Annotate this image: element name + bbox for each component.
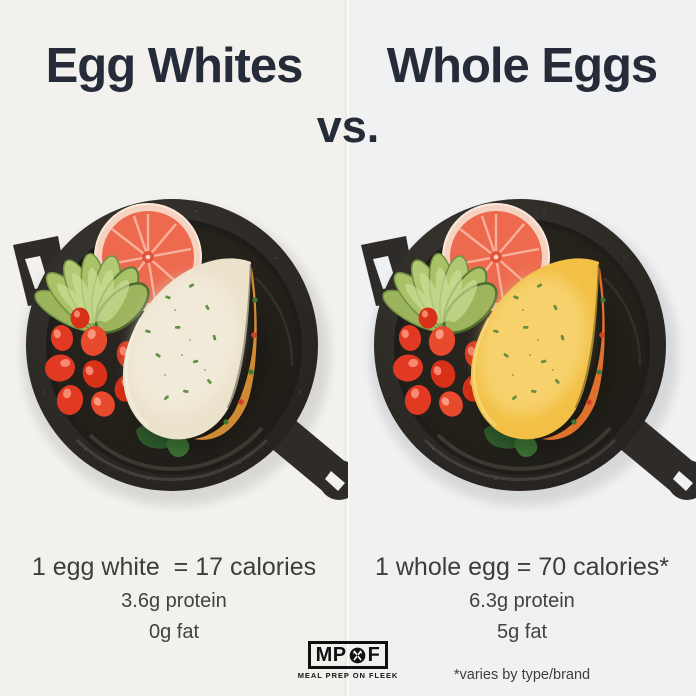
photo-left xyxy=(0,150,348,540)
right-title: Whole Eggs xyxy=(386,39,658,93)
right-calories-line: 1 whole egg = 70 calories* xyxy=(375,553,669,581)
left-fat-line: 0g fat xyxy=(148,621,200,643)
vs-label: vs. xyxy=(316,101,380,152)
logo-letters-mp: MP xyxy=(315,644,347,666)
whole-egg-skillet-illustration xyxy=(361,199,696,506)
brand-logo: MP F MEAL PREP ON FLEEK xyxy=(0,641,696,680)
left-calories-line: 1 egg white = 17 calories xyxy=(31,553,317,581)
egg-white-skillet-illustration xyxy=(13,199,348,506)
logo-box: MP F xyxy=(307,641,389,669)
photo-right xyxy=(348,150,696,540)
logo-letters-f: F xyxy=(367,644,381,666)
footnote: *varies by type/brand xyxy=(453,667,591,683)
right-fat-line: 5g fat xyxy=(496,621,548,643)
left-protein-line: 3.6g protein xyxy=(121,590,227,612)
logo-caption: MEAL PREP ON FLEEK xyxy=(297,671,399,680)
center-divider xyxy=(347,0,349,696)
right-protein-line: 6.3g protein xyxy=(469,590,575,612)
fork-knife-circle-icon xyxy=(349,647,365,663)
left-title: Egg Whites xyxy=(45,39,304,93)
